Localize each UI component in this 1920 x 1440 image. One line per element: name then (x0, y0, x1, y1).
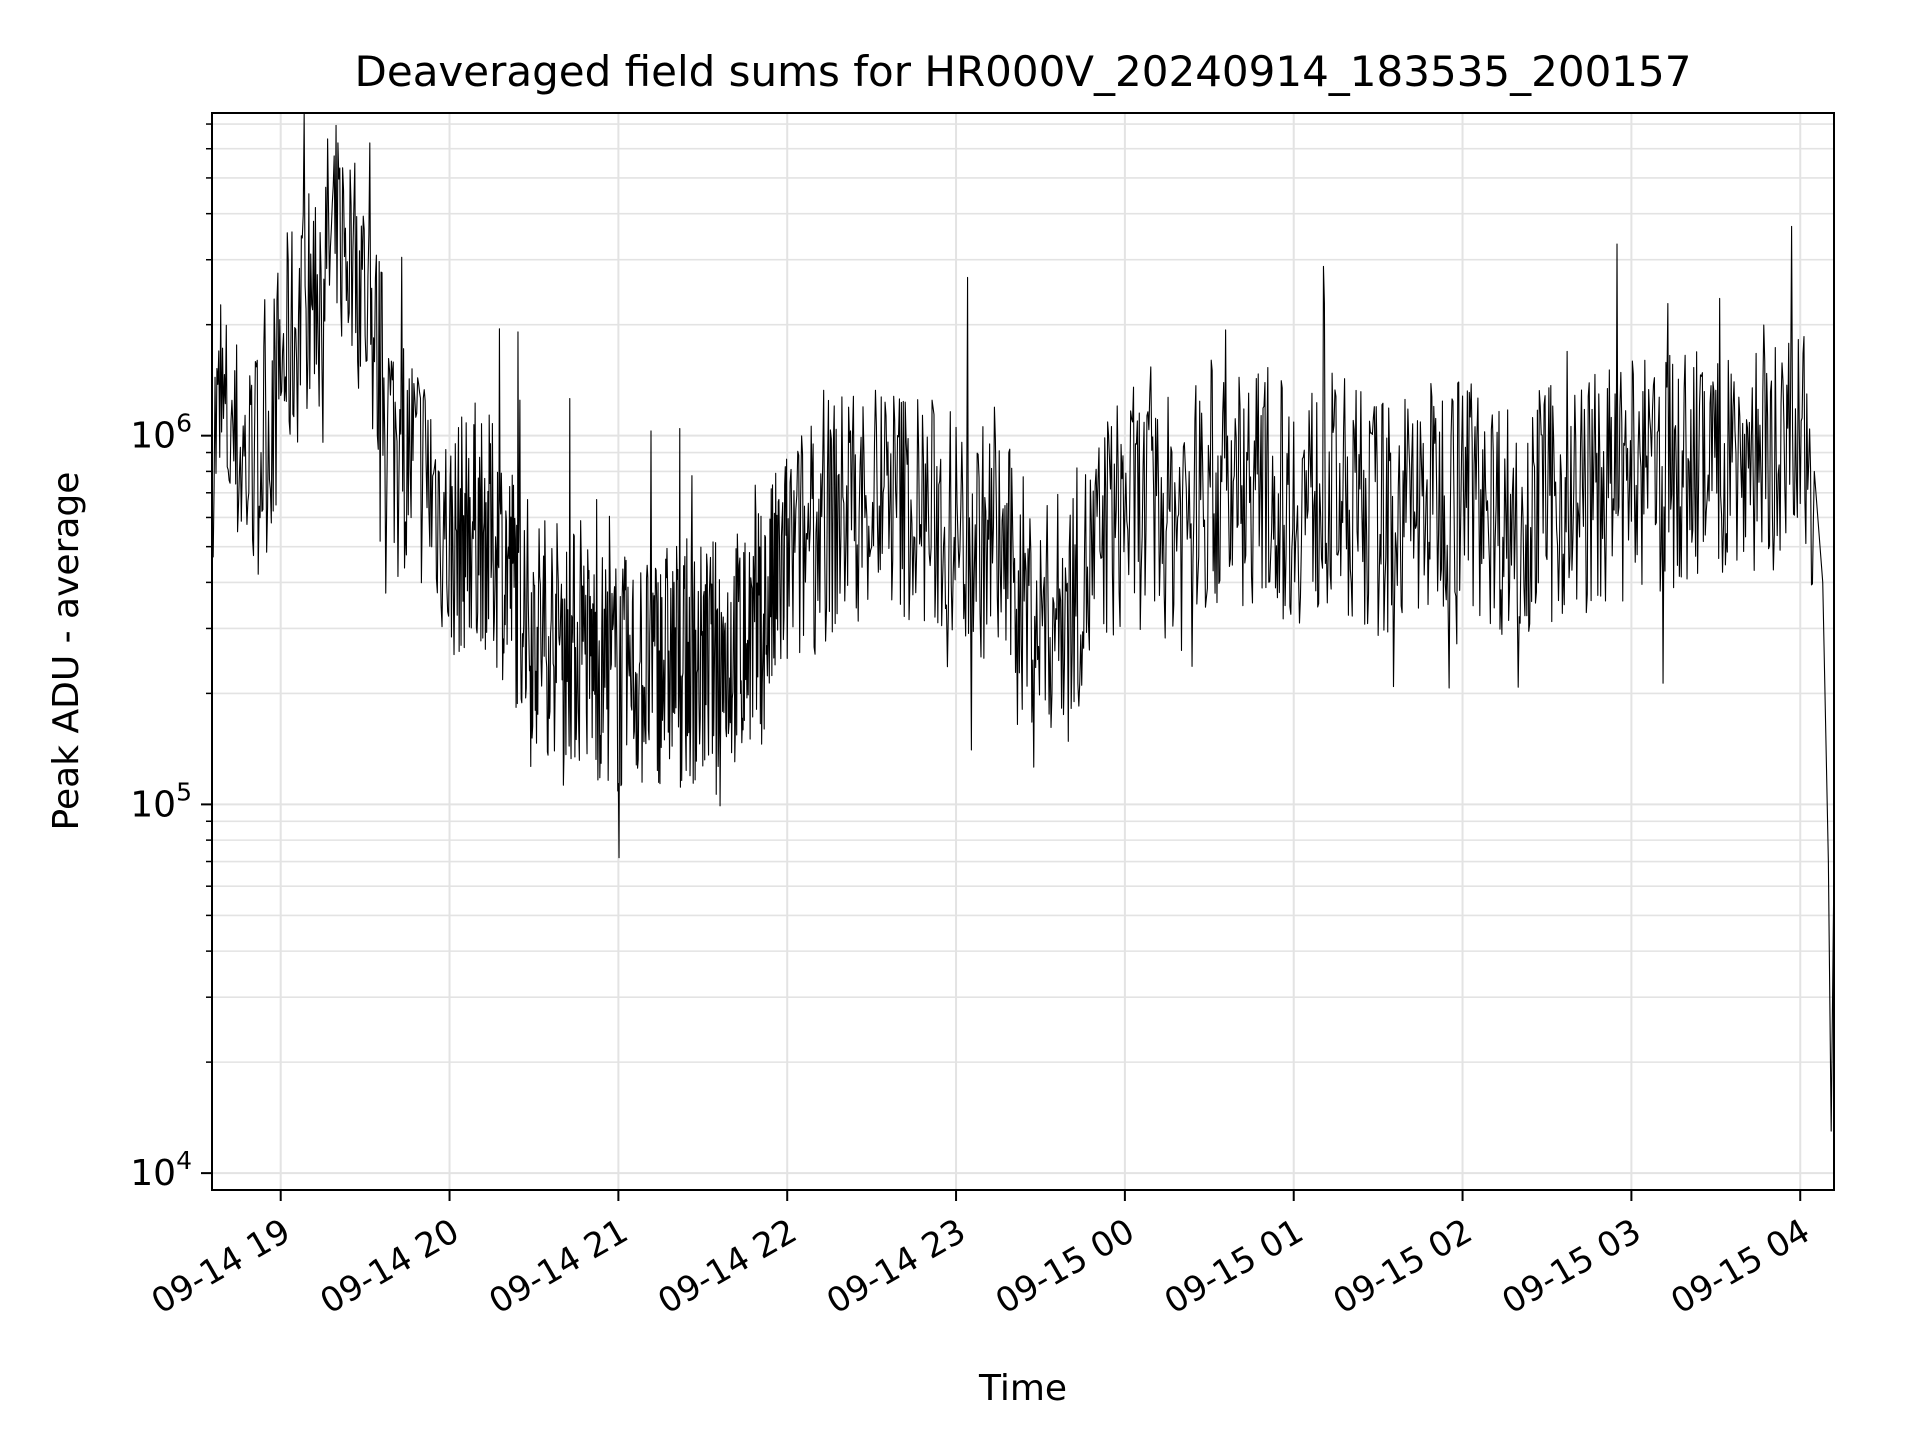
series-line (212, 112, 1835, 1132)
chart-title: Deaveraged field sums for HR000V_2024091… (355, 47, 1692, 96)
y-tick-label: 106 (130, 409, 192, 457)
series-polyline (212, 112, 1835, 1132)
x-axis-label: Time (978, 1368, 1067, 1409)
y-axis-label: Peak ADU - average (46, 472, 87, 831)
y-tick-label: 104 (130, 1146, 192, 1194)
y-tick-label: 105 (130, 777, 192, 825)
y-axis: 104 105 106 (130, 123, 212, 1194)
plot-frame (211, 112, 1835, 1191)
